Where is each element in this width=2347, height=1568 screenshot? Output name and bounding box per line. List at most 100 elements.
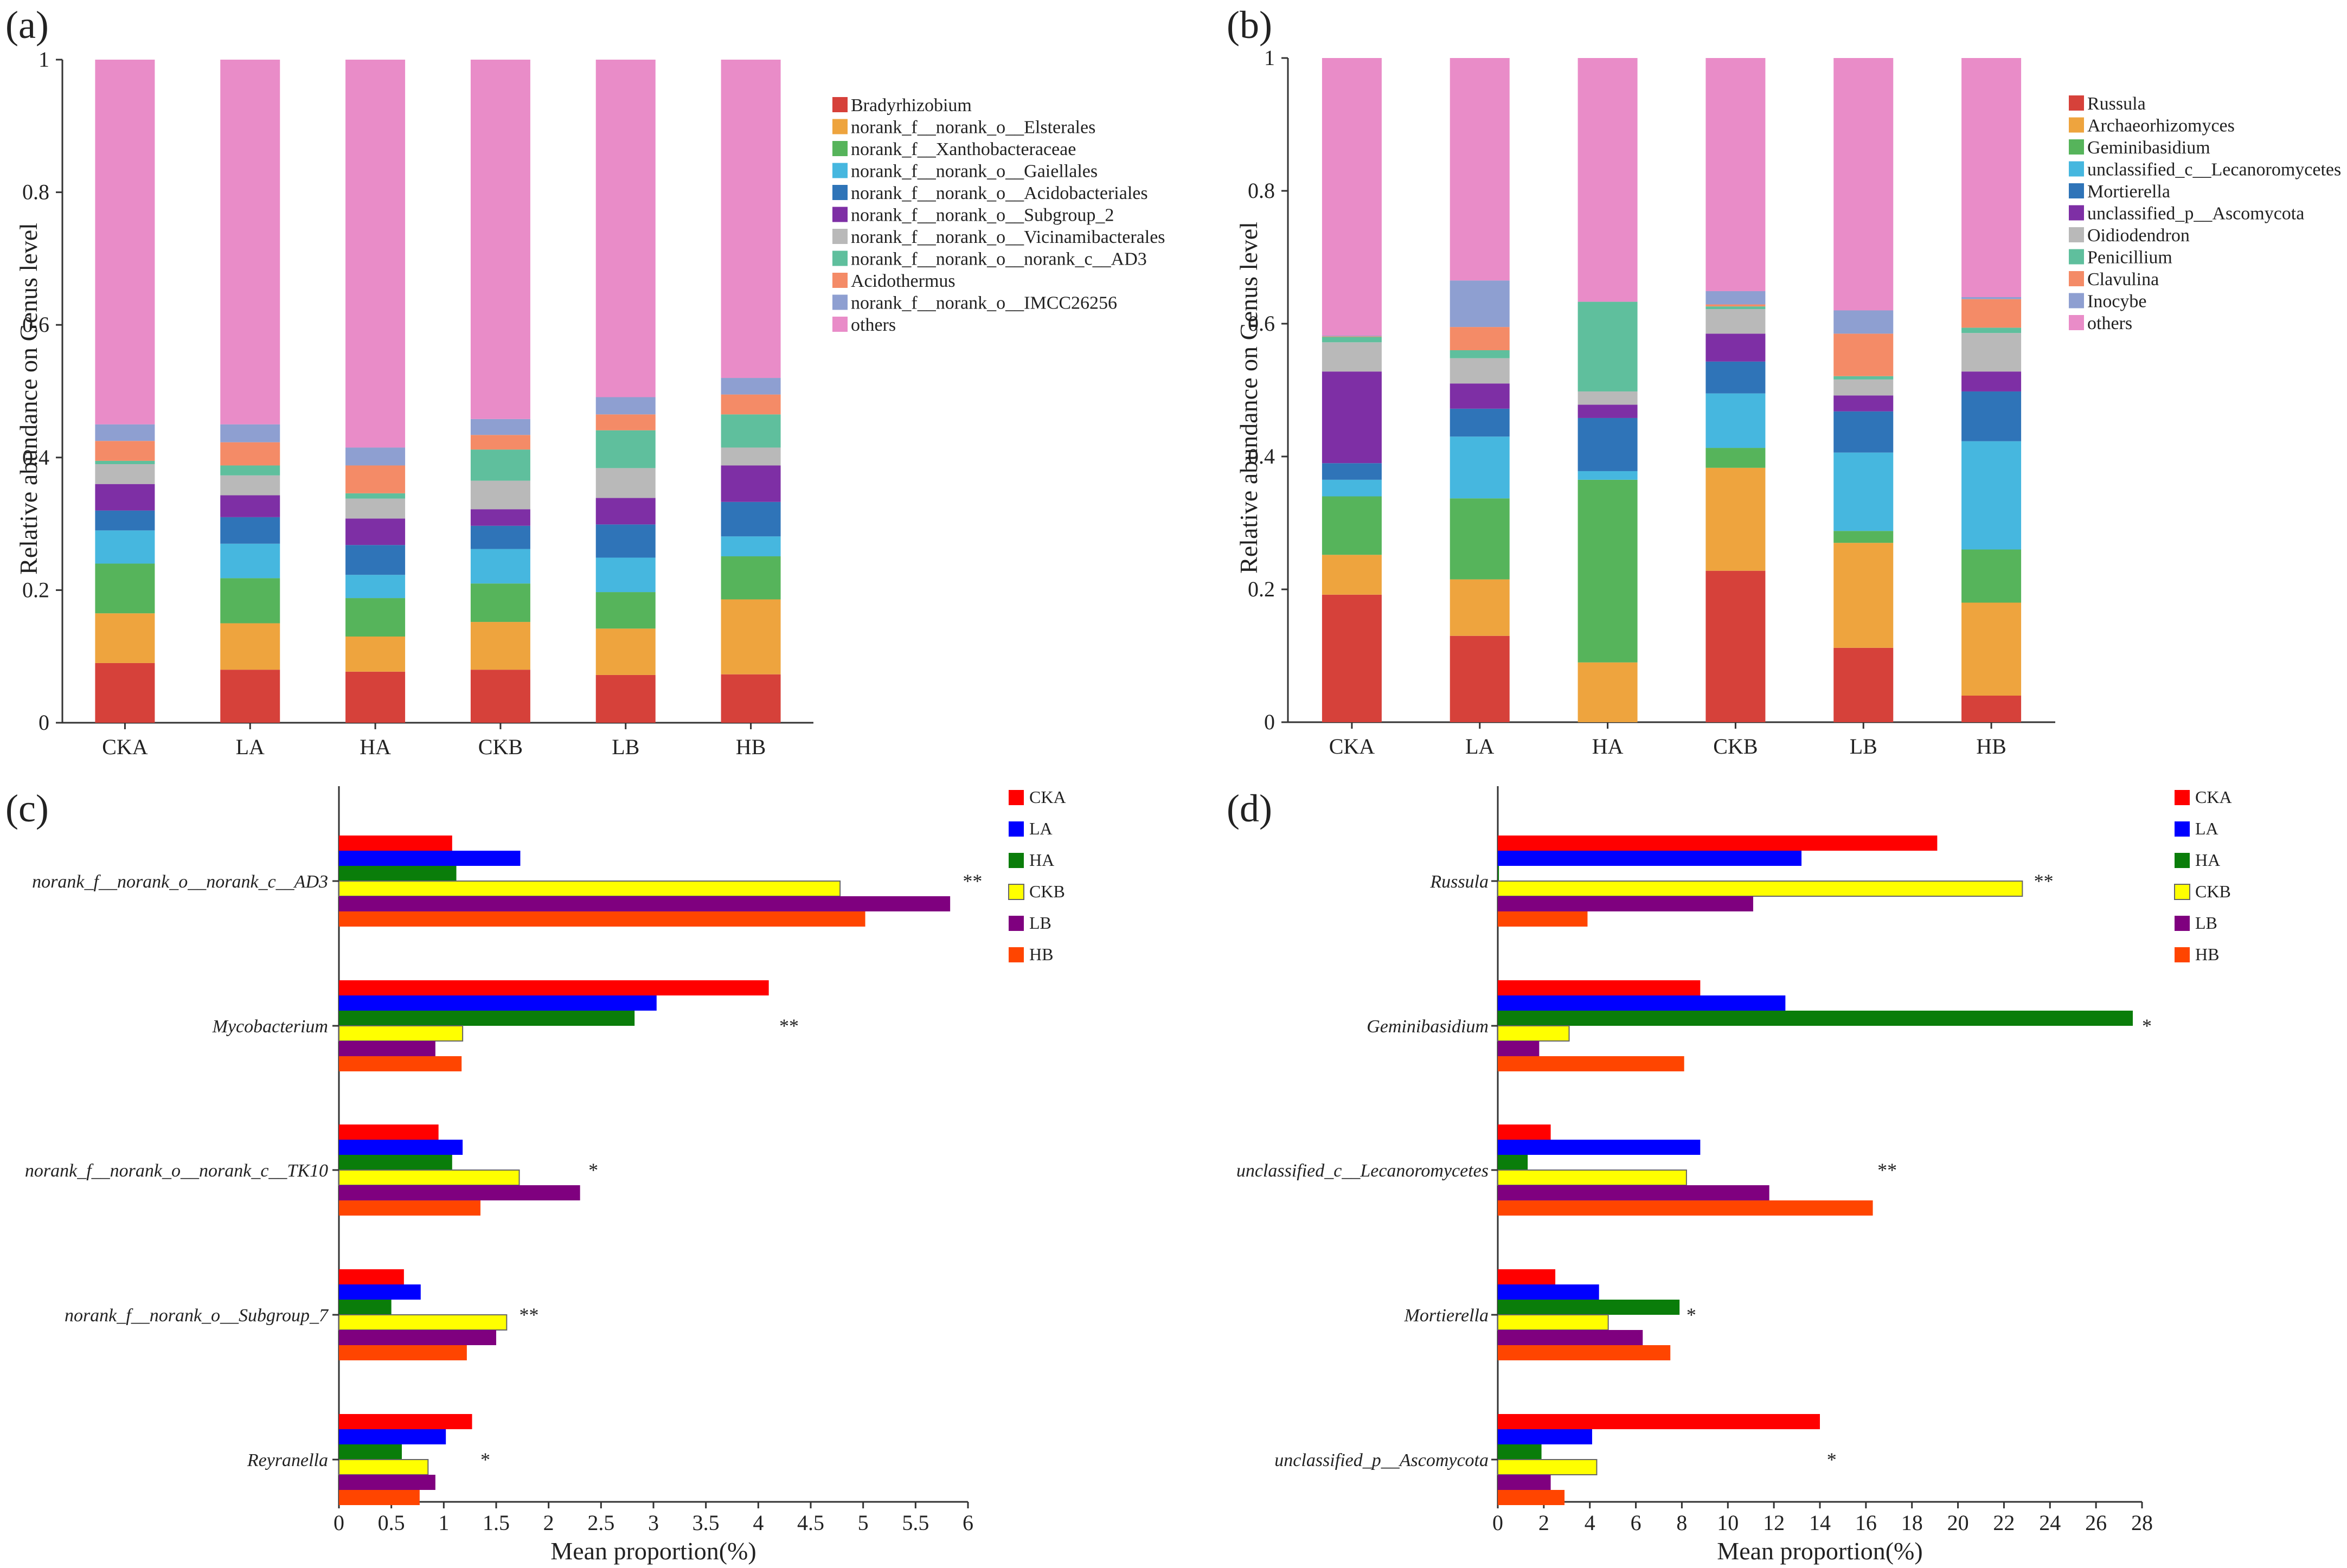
legend-label: Mortierella: [2087, 182, 2170, 202]
legend-swatch: [832, 97, 848, 112]
hbar: [339, 1124, 439, 1140]
legend-swatch: [832, 141, 848, 156]
significance-mark: *: [1827, 1449, 1837, 1470]
bar-segment: [1578, 479, 1638, 663]
bar-segment: [595, 498, 656, 525]
x-tick-label: 0: [1492, 1511, 1503, 1535]
bar-segment: [470, 583, 530, 622]
hbar: [338, 1169, 520, 1186]
bar-segment: [345, 498, 406, 519]
bar-segment: [95, 663, 155, 723]
bar-segment: [470, 525, 530, 549]
bar-segment: [220, 623, 280, 670]
significance-mark: *: [480, 1449, 490, 1470]
hbar: [1498, 1155, 1528, 1170]
legend-swatch: [2069, 315, 2084, 330]
hbar: [339, 1490, 420, 1505]
legend-swatch: [832, 119, 848, 134]
x-tick-label: 2: [1538, 1511, 1549, 1535]
bar-segment: [1705, 304, 1766, 307]
bar-segment: [721, 599, 781, 674]
legend-label: Acidothermus: [851, 271, 956, 291]
significance-mark: **: [520, 1304, 539, 1326]
hbar: [1498, 1490, 1565, 1505]
category-label: Geminibasidium: [1367, 1017, 1489, 1037]
bar-segment: [595, 414, 656, 430]
bar-segment: [1322, 496, 1382, 555]
legend-swatch: [1009, 947, 1024, 962]
legend-swatch: [1008, 884, 1024, 900]
hbar: [339, 1330, 496, 1345]
legend-swatch: [1009, 790, 1024, 805]
bar-segment: [721, 378, 781, 395]
bar-segment: [1450, 383, 1510, 409]
x-tick-label: 24: [2039, 1511, 2061, 1535]
bar-segment: [721, 465, 781, 502]
bar-segment: [595, 674, 656, 723]
legend-swatch: [2069, 161, 2084, 177]
bar-segment: [1833, 379, 1894, 396]
bar-segment: [721, 536, 781, 557]
bar-segment: [721, 674, 781, 723]
hbar: [1498, 836, 1938, 851]
bar-segment: [1961, 391, 2022, 441]
legend-label: norank_f__norank_o__Vicinamibacterales: [851, 227, 1165, 247]
category-label: norank_f__norank_o__norank_c__TK10: [25, 1161, 328, 1181]
bar-segment: [1705, 448, 1766, 468]
bar-segment: [1961, 602, 2022, 696]
x-tick-label: 28: [2131, 1511, 2153, 1535]
x-tick-label: CKB: [1713, 734, 1758, 759]
x-tick-label: 10: [1717, 1511, 1739, 1535]
significance-mark: *: [1686, 1304, 1696, 1326]
bar-segment: [1450, 58, 1510, 281]
bar-segment: [470, 670, 530, 723]
bar-segment: [1705, 306, 1766, 310]
x-axis-title: Mean proportion(%): [550, 1537, 756, 1565]
bar-segment: [595, 60, 656, 397]
hbar: [1498, 1300, 1680, 1315]
legend-label: Archaeorhizomyces: [2087, 116, 2235, 136]
x-tick-label: LB: [612, 735, 639, 759]
y-tick-label: 0.2: [1248, 577, 1275, 601]
panel-label: (d): [1227, 787, 1272, 830]
bar-segment: [220, 475, 280, 496]
x-tick-label: 0.5: [378, 1511, 405, 1535]
bar-segment: [220, 424, 280, 442]
bar-segment: [1961, 58, 2022, 297]
y-tick-label: 0.6: [22, 312, 49, 337]
x-tick-label: 0: [334, 1511, 344, 1535]
hbar: [338, 1459, 429, 1475]
legend-swatch: [2069, 227, 2084, 242]
hbar: [1498, 1269, 1556, 1284]
bar-segment: [220, 60, 280, 425]
legend-swatch: [2174, 884, 2190, 900]
hbar: [339, 1056, 462, 1071]
bar-segment: [470, 449, 530, 481]
bar-segment: [1961, 299, 2022, 328]
x-tick-label: CKA: [102, 735, 148, 759]
x-tick-label: HA: [1592, 734, 1624, 759]
bar-segment: [345, 575, 406, 599]
y-tick-label: 0.8: [22, 180, 49, 204]
category-label: Reyranella: [247, 1450, 328, 1470]
bar-segment: [1450, 635, 1510, 722]
legend-swatch: [2069, 249, 2084, 265]
legend-swatch: [2175, 947, 2190, 962]
hbar: [1498, 896, 1753, 911]
legend-swatch: [1009, 821, 1024, 837]
bar-segment: [1450, 408, 1510, 437]
bar-segment: [1578, 662, 1638, 722]
significance-mark: *: [588, 1159, 598, 1181]
hbar: [339, 1011, 635, 1026]
legend-label: HA: [1029, 850, 1054, 870]
legend-swatch: [2175, 821, 2190, 837]
legend-swatch: [2069, 205, 2084, 221]
panel-label: (c): [5, 787, 49, 830]
category-label: Russula: [1429, 872, 1489, 892]
hbar: [1498, 1444, 1542, 1460]
legend-swatch: [832, 185, 848, 200]
x-tick-label: 5: [858, 1511, 869, 1535]
x-tick-label: 5.5: [902, 1511, 929, 1535]
hbar: [339, 1185, 580, 1200]
bar-segment: [1322, 555, 1382, 595]
